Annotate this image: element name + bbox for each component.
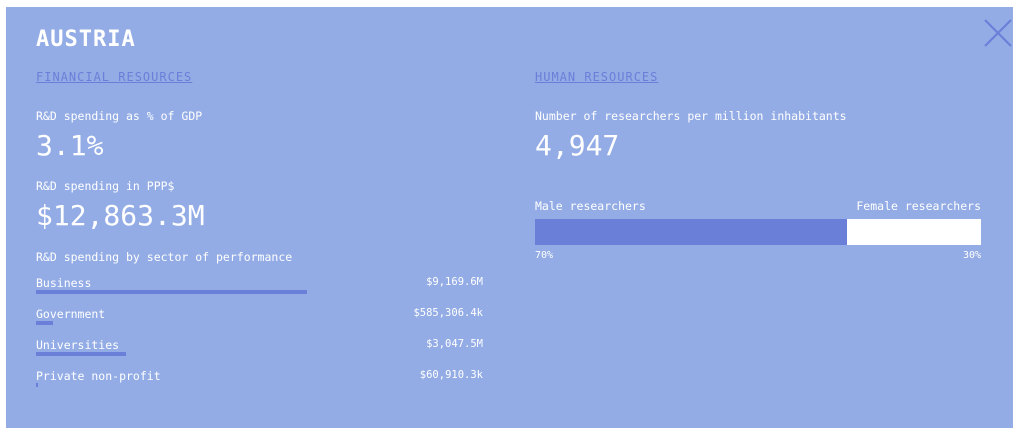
sector-value: $585,306.4k [413, 307, 483, 319]
male-share-fill [535, 219, 848, 245]
sector-name: Universities [36, 338, 120, 352]
sector-bar [36, 290, 307, 294]
sector-value: $3,047.5M [426, 338, 483, 350]
rd-ppp-value: $12,863.3M [36, 199, 205, 232]
financial-resources-link[interactable]: FINANCIAL RESOURCES [36, 70, 193, 84]
sector-row-government: Government $585,306.4k [36, 307, 483, 331]
sector-name: Business [36, 276, 92, 290]
sector-bar [36, 383, 38, 387]
female-researchers-label: Female researchers [856, 199, 981, 213]
human-resources-link[interactable]: HUMAN RESOURCES [535, 70, 659, 84]
researchers-label: Number of researchers per million inhabi… [535, 109, 847, 123]
rd-ppp-label: R&D spending in PPP$ [36, 179, 175, 193]
sector-value: $60,910.3k [419, 369, 483, 381]
sector-value: $9,169.6M [426, 276, 483, 288]
country-detail-panel: AUSTRIA FINANCIAL RESOURCES R&D spending… [6, 7, 1013, 428]
sector-name: Government [36, 307, 106, 321]
researchers-value: 4,947 [535, 129, 620, 162]
male-researchers-label: Male researchers [535, 199, 646, 213]
sector-bar [36, 321, 53, 325]
gender-split-bar [535, 219, 981, 245]
sector-heading: R&D spending by sector of performance [36, 250, 293, 264]
rd-gdp-label: R&D spending as % of GDP [36, 109, 203, 123]
sector-row-universities: Universities $3,047.5M [36, 338, 483, 362]
sector-row-private-non-profit: Private non-profit $60,910.3k [36, 369, 483, 393]
sector-row-business: Business $9,169.6M [36, 276, 483, 300]
close-icon[interactable] [982, 17, 1014, 49]
rd-gdp-value: 3.1% [36, 129, 104, 162]
sector-name: Private non-profit [36, 369, 161, 383]
female-percentage: 30% [962, 250, 981, 261]
sector-bar [36, 352, 126, 356]
country-title: AUSTRIA [36, 27, 136, 52]
male-percentage: 70% [535, 250, 554, 261]
